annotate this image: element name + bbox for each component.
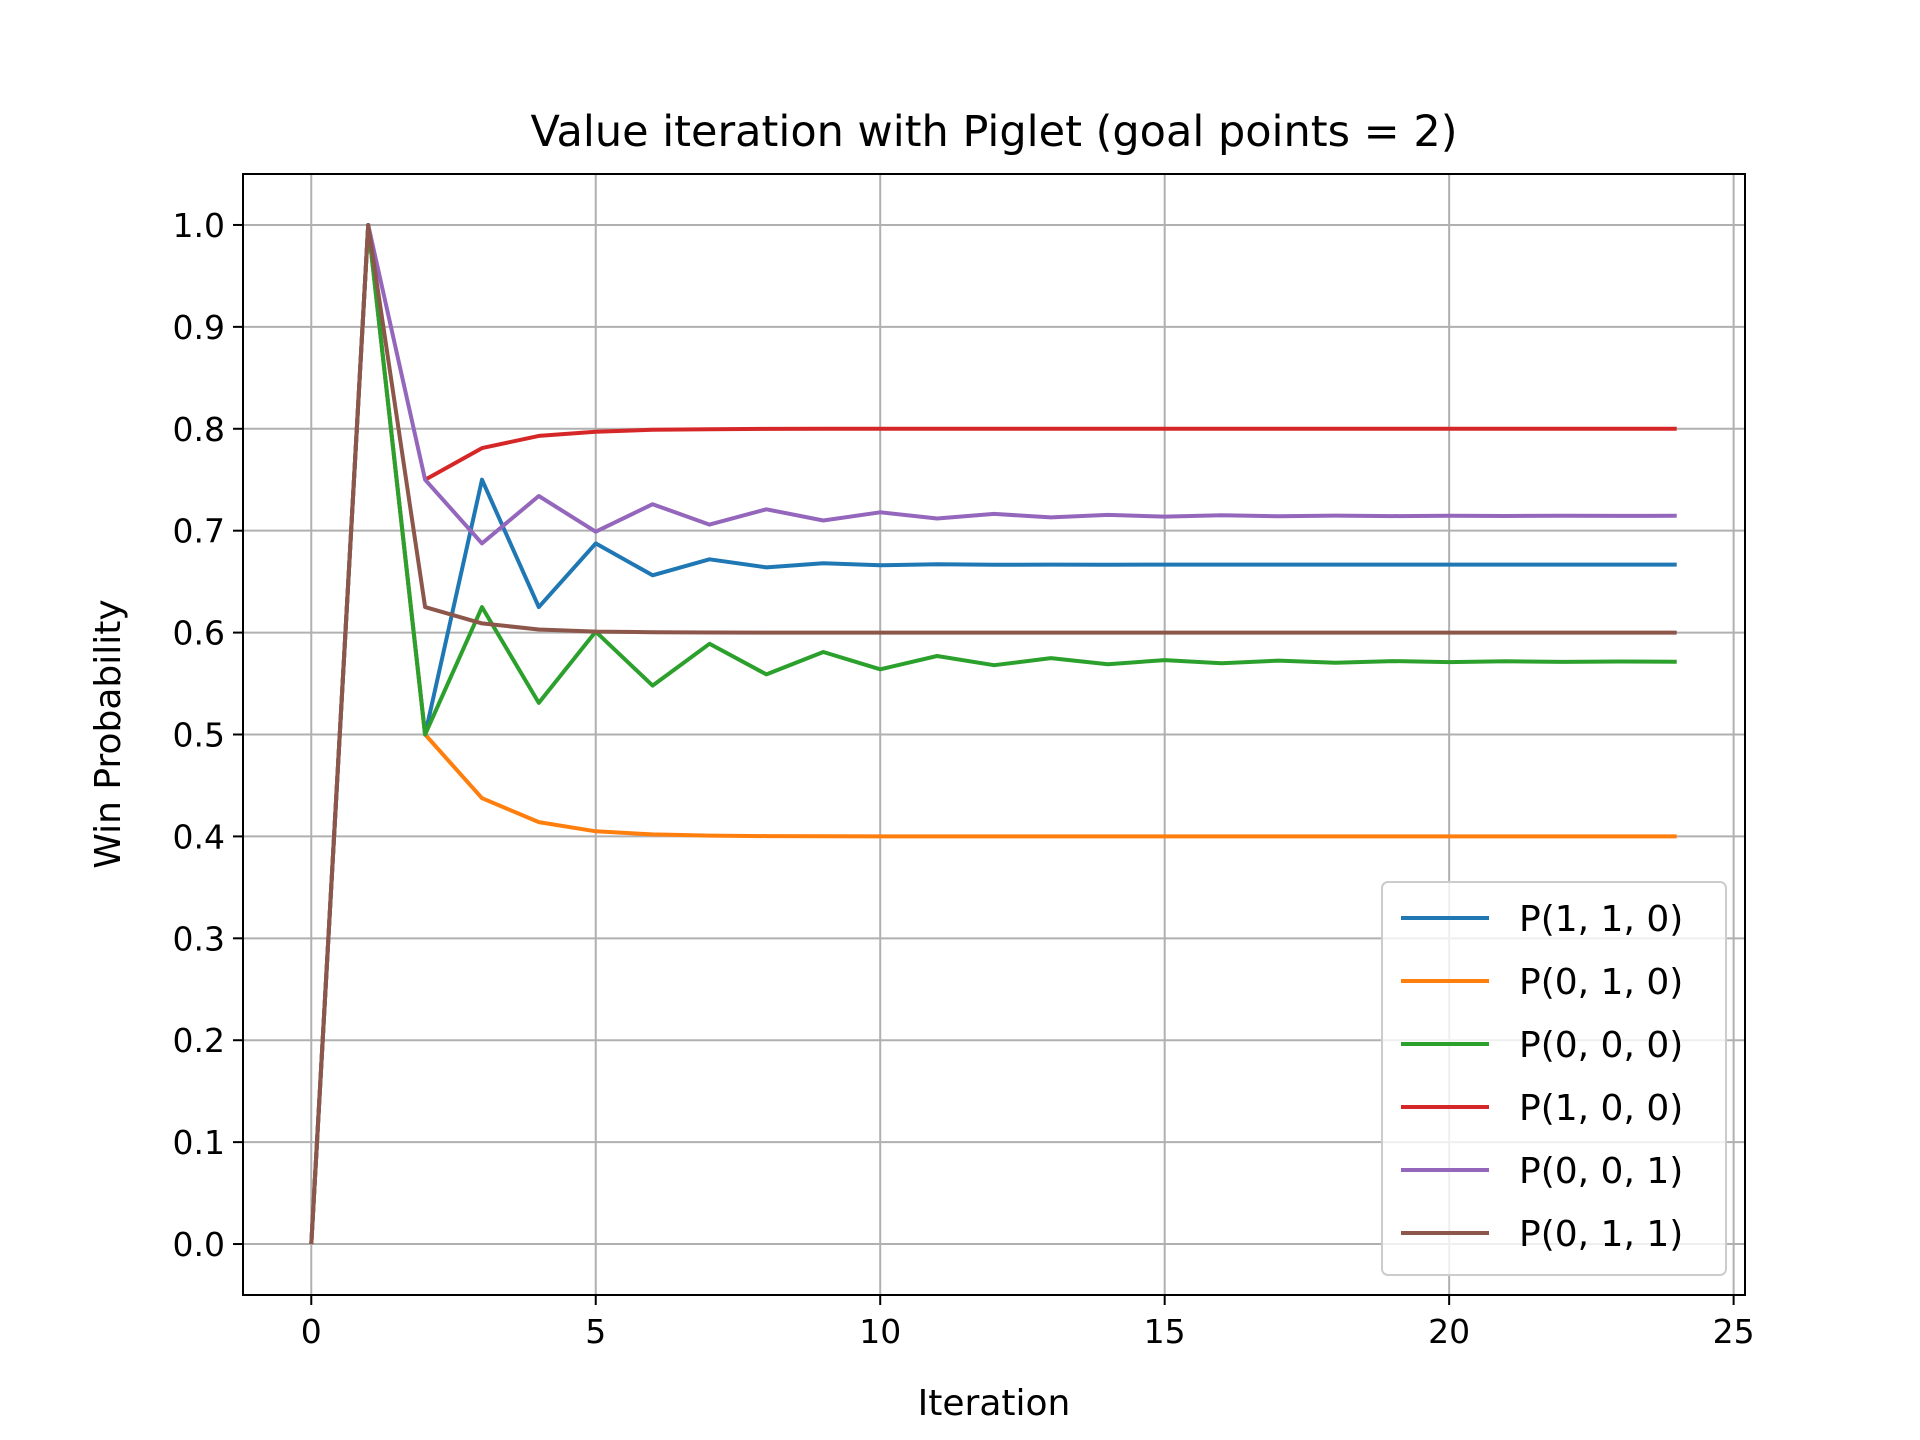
legend-label: P(1, 0, 0) bbox=[1519, 1088, 1683, 1129]
y-tick-label: 0.5 bbox=[173, 716, 225, 755]
x-tick-label: 10 bbox=[859, 1312, 901, 1351]
y-tick-label: 0.0 bbox=[173, 1225, 225, 1264]
y-tick-label: 0.3 bbox=[173, 919, 225, 958]
y-tick-label: 0.8 bbox=[173, 410, 225, 449]
y-axis-label: Win Probability bbox=[88, 599, 129, 868]
series-line bbox=[424, 426, 1677, 482]
series-line bbox=[309, 223, 1677, 1245]
series-line bbox=[309, 223, 1677, 1245]
legend-label: P(0, 0, 1) bbox=[1519, 1151, 1683, 1192]
chart-title: Value iteration with Piglet (goal points… bbox=[530, 107, 1457, 157]
legend-label: P(1, 1, 0) bbox=[1519, 899, 1683, 940]
x-tick-label: 5 bbox=[585, 1312, 606, 1351]
series-line bbox=[309, 223, 1677, 1245]
x-tick-label: 15 bbox=[1144, 1312, 1186, 1351]
y-tick-label: 0.2 bbox=[173, 1021, 225, 1060]
series-line bbox=[309, 223, 1677, 1245]
y-tick-label: 0.4 bbox=[173, 817, 225, 856]
series-line bbox=[309, 223, 1677, 1245]
series-lines bbox=[309, 223, 1677, 1245]
axis-ticks: 0 5 10 15 20 25 0.0 0.1 0.2 0.3 0.4 0.5 0.6 0.7 0.8 0.9… bbox=[173, 206, 1755, 1351]
y-tick-label: 0.6 bbox=[173, 614, 225, 653]
legend-label: P(0, 1, 1) bbox=[1519, 1214, 1683, 1255]
legend: P(1, 1, 0) P(0, 1, 0) P(0, 0, 0) P(1, 0, 0)… bbox=[1381, 881, 1727, 1276]
x-tick-label: 0 bbox=[301, 1312, 322, 1351]
legend-label: P(0, 1, 0) bbox=[1519, 962, 1683, 1003]
x-tick-label: 25 bbox=[1713, 1312, 1755, 1351]
y-tick-label: 0.9 bbox=[173, 308, 225, 347]
y-tick-label: 1.0 bbox=[173, 206, 225, 245]
y-tick-label: 0.1 bbox=[173, 1123, 225, 1162]
legend-label: P(0, 0, 0) bbox=[1519, 1025, 1683, 1066]
x-tick-label: 20 bbox=[1428, 1312, 1470, 1351]
y-tick-label: 0.7 bbox=[173, 512, 225, 551]
x-axis-label: Iteration bbox=[918, 1383, 1071, 1424]
